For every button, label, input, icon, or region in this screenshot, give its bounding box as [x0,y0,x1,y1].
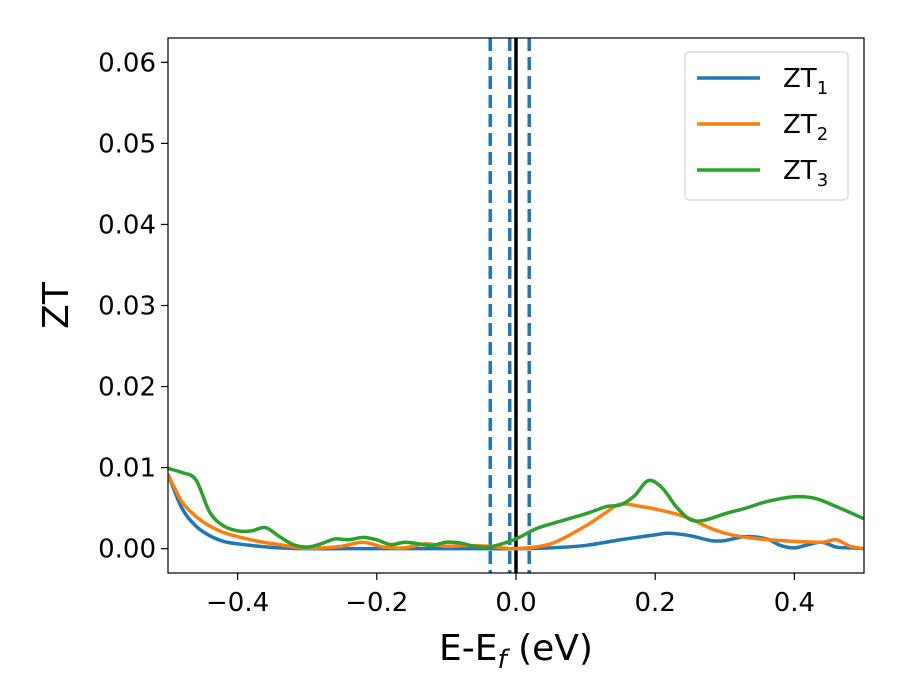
legend-box [684,51,849,201]
legend-label: ZT2 [783,110,828,145]
x-axis-label: E-Ef (eV) [439,628,593,675]
x-tick-label: 0.4 [774,588,815,618]
y-tick-label: 0.03 [98,292,156,322]
y-axis-ticks: 0.00 0.01 0.02 0.03 0.04 0.05 0.06 [98,48,168,565]
x-tick-label: −0.2 [345,588,408,618]
y-tick-label: 0.02 [98,373,156,403]
y-tick-label: 0.06 [98,48,156,78]
series-line-zt1 [168,473,864,551]
series-line-zt3 [168,466,864,549]
y-tick-label: 0.01 [98,454,156,484]
x-tick-label: 0.2 [635,588,676,618]
x-axis-ticks: −0.4 −0.2 0.0 0.2 0.4 [206,573,815,618]
x-tick-label: 0.0 [495,588,536,618]
legend-items: ZT1 ZT2 ZT3 [697,64,828,191]
series-lines [168,466,864,551]
legend-label: ZT3 [783,156,828,191]
x-axis-label-main: E-E [439,628,497,669]
y-tick-label: 0.00 [98,535,156,565]
y-axis-label: ZT [36,281,77,329]
y-tick-label: 0.04 [98,210,156,240]
legend-label: ZT1 [783,64,828,99]
x-tick-label: −0.4 [206,588,269,618]
vertical-lines [488,38,531,573]
legend-entry-zt2: ZT2 [697,110,828,145]
y-tick-label: 0.05 [98,129,156,159]
x-axis-label-unit: (eV) [507,628,593,669]
legend: ZT1 ZT2 ZT3 [684,51,849,201]
legend-entry-zt1: ZT1 [697,64,828,99]
legend-entry-zt3: ZT3 [697,156,828,191]
